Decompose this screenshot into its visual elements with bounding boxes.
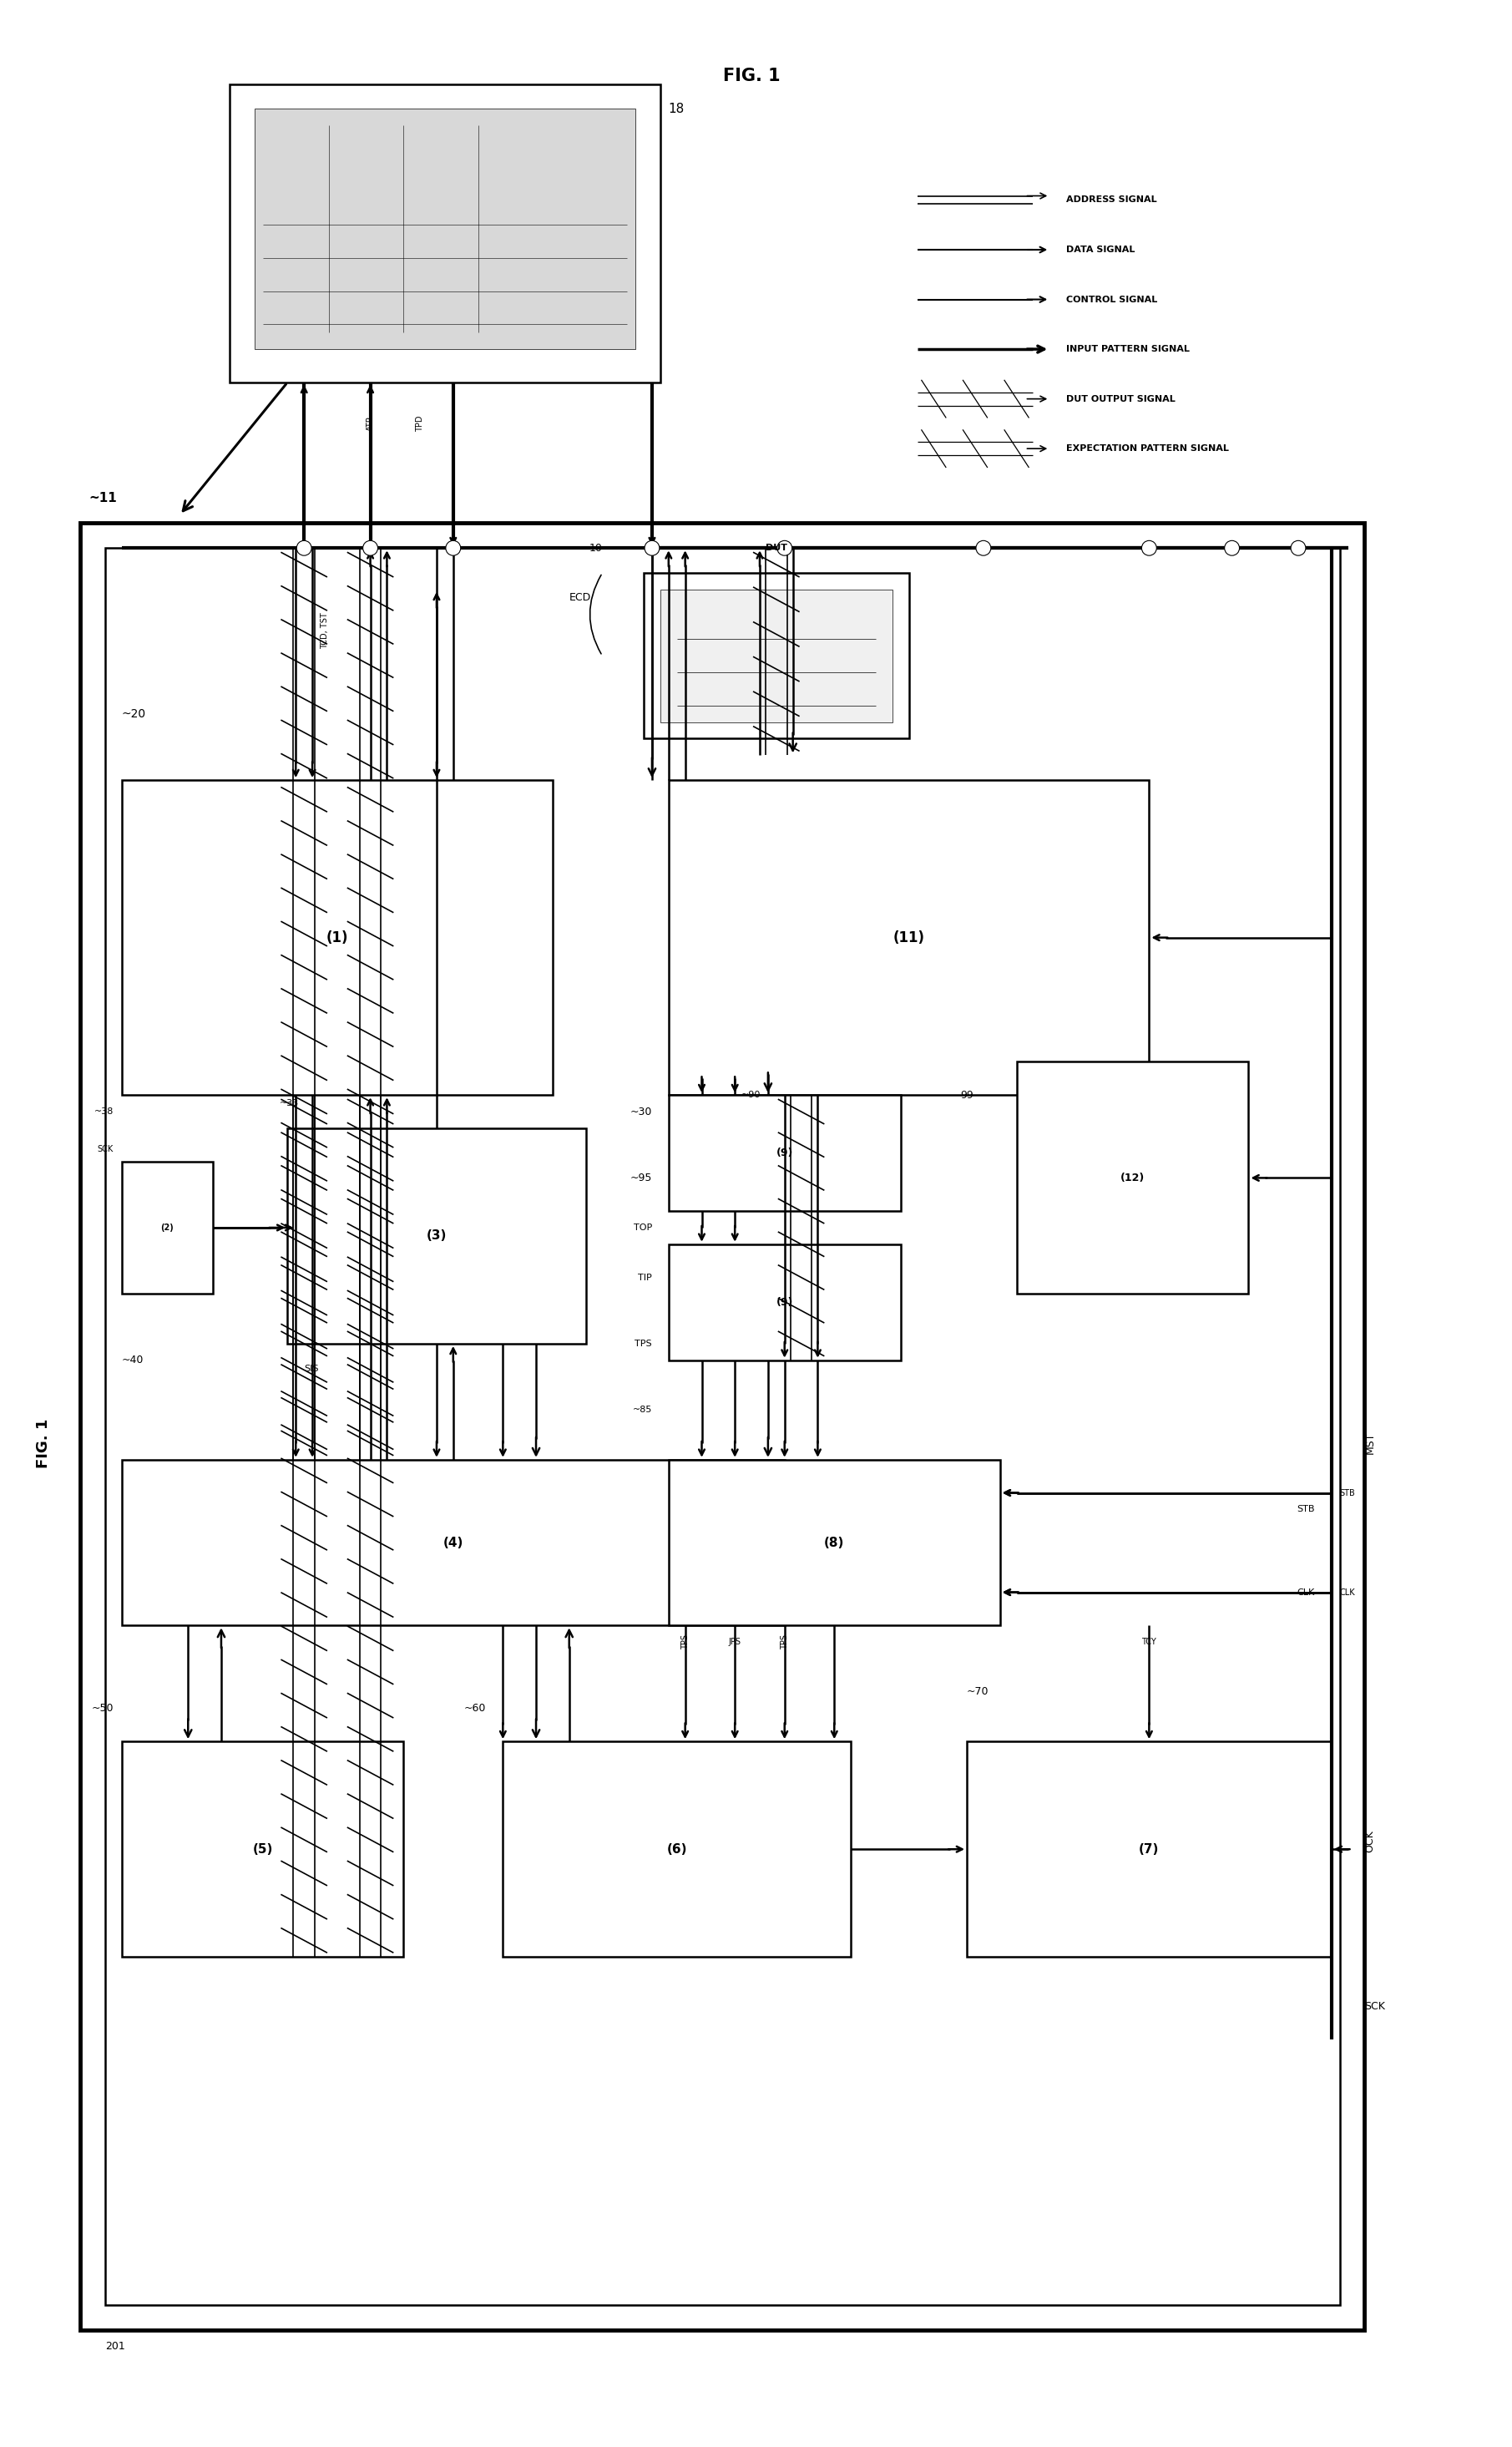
Text: CONTROL SIGNAL: CONTROL SIGNAL — [1066, 296, 1158, 303]
Text: TPS: TPS — [680, 1635, 689, 1649]
Text: TCD, TST: TCD, TST — [321, 612, 330, 648]
Text: SCK: SCK — [1364, 2002, 1385, 2011]
Text: ~70: ~70 — [966, 1686, 989, 1698]
Bar — [106, 548, 1340, 2305]
Circle shape — [1225, 541, 1240, 555]
Text: STB: STB — [1340, 1488, 1355, 1498]
Text: TPS: TPS — [635, 1339, 652, 1348]
Bar — [644, 573, 909, 739]
Bar — [254, 108, 635, 350]
Text: TPD: TPD — [416, 416, 425, 433]
Bar — [230, 83, 661, 382]
Text: SIS: SIS — [304, 1365, 319, 1373]
Text: ATP: ATP — [366, 416, 375, 431]
Text: JPS: JPS — [729, 1637, 741, 1647]
Text: (8): (8) — [824, 1537, 845, 1549]
Text: 18: 18 — [668, 103, 685, 115]
Text: 10: 10 — [590, 543, 602, 553]
Circle shape — [446, 541, 461, 555]
Text: ~11: ~11 — [89, 492, 116, 504]
Bar — [80, 524, 1364, 2330]
Bar — [966, 1742, 1332, 1958]
Text: ADDRESS SIGNAL: ADDRESS SIGNAL — [1066, 196, 1157, 203]
Bar — [287, 1128, 585, 1343]
Text: EXPECTATION PATTERN SIGNAL: EXPECTATION PATTERN SIGNAL — [1066, 445, 1229, 453]
Text: SCK: SCK — [97, 1145, 113, 1153]
Bar — [122, 781, 552, 1096]
Circle shape — [975, 541, 990, 555]
Text: ~33: ~33 — [280, 1099, 298, 1108]
Circle shape — [777, 541, 792, 555]
Text: (4): (4) — [443, 1537, 463, 1549]
Text: ECD: ECD — [569, 592, 591, 604]
Text: (9): (9) — [776, 1148, 794, 1157]
Text: DATA SIGNAL: DATA SIGNAL — [1066, 245, 1136, 254]
Text: TIP: TIP — [638, 1272, 652, 1282]
Circle shape — [1291, 541, 1306, 555]
Text: (2): (2) — [160, 1224, 174, 1231]
Text: ~38: ~38 — [94, 1108, 113, 1116]
Text: STB: STB — [1297, 1505, 1315, 1515]
Circle shape — [363, 541, 378, 555]
Text: ~40: ~40 — [122, 1356, 144, 1365]
Bar — [122, 1162, 213, 1294]
Text: TCY: TCY — [1142, 1637, 1157, 1647]
Bar — [668, 1243, 901, 1361]
Text: (1): (1) — [327, 930, 348, 945]
Text: CLK: CLK — [1340, 1588, 1355, 1595]
Bar — [122, 1461, 785, 1625]
Text: INPUT PATTERN SIGNAL: INPUT PATTERN SIGNAL — [1066, 345, 1190, 352]
Circle shape — [644, 541, 659, 555]
Bar — [122, 1742, 404, 1958]
Text: DUT: DUT — [765, 543, 788, 553]
Text: ~95: ~95 — [631, 1172, 652, 1184]
Text: ~85: ~85 — [632, 1405, 652, 1414]
Text: ~30: ~30 — [631, 1106, 652, 1116]
Text: FIG. 1: FIG. 1 — [723, 69, 780, 83]
Text: MST: MST — [1364, 1431, 1376, 1454]
Text: OCK: OCK — [1364, 1830, 1376, 1852]
Text: (3): (3) — [426, 1231, 446, 1243]
Bar — [661, 590, 892, 722]
Text: DUT OUTPUT SIGNAL: DUT OUTPUT SIGNAL — [1066, 394, 1175, 404]
Text: ~50: ~50 — [91, 1703, 113, 1713]
Text: 201: 201 — [106, 2342, 125, 2352]
Bar — [1016, 1062, 1249, 1294]
Text: TPS: TPS — [780, 1635, 789, 1649]
Circle shape — [296, 541, 311, 555]
Text: (6): (6) — [667, 1843, 686, 1855]
Text: CLK: CLK — [1297, 1588, 1315, 1595]
Bar — [668, 1461, 999, 1625]
Bar — [503, 1742, 851, 1958]
Text: 99: 99 — [960, 1089, 974, 1101]
Text: TOP: TOP — [634, 1224, 652, 1231]
Text: ~60: ~60 — [464, 1703, 487, 1713]
Text: ~90: ~90 — [742, 1091, 761, 1099]
Text: (12): (12) — [1120, 1172, 1145, 1184]
Text: (5): (5) — [253, 1843, 272, 1855]
Bar — [668, 781, 1149, 1096]
Circle shape — [1142, 541, 1157, 555]
Text: (7): (7) — [1139, 1843, 1160, 1855]
Bar — [668, 1096, 901, 1211]
Text: (11): (11) — [894, 930, 925, 945]
Text: FIG. 1: FIG. 1 — [36, 1419, 50, 1468]
Text: ~20: ~20 — [122, 707, 147, 719]
Text: (9): (9) — [776, 1297, 794, 1307]
